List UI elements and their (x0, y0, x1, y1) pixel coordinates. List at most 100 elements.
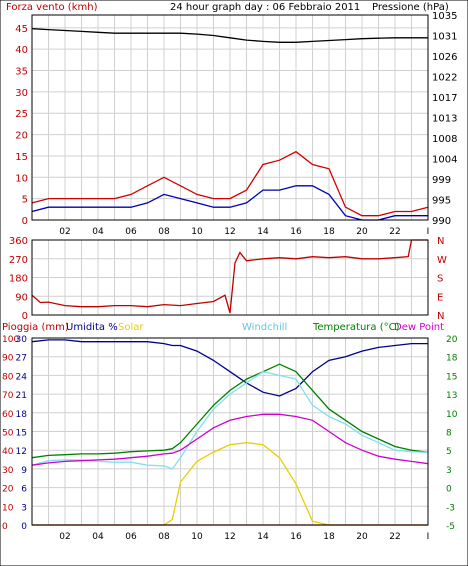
temp-tick--5: -5 (446, 522, 455, 532)
rain-tick-30: 30 (2, 466, 14, 476)
hum-tick-50: 15 (16, 429, 27, 439)
pressure-tick-1026: 1026 (432, 52, 457, 63)
rain-tick-90: 90 (2, 354, 14, 364)
x-tick-top-12: 12 (224, 227, 235, 237)
x-tick-bottom-20: 20 (356, 532, 368, 542)
pressure-axis-title: Pressione (hPa) (372, 2, 449, 13)
x-tick-bottom-16: 16 (290, 532, 302, 542)
x-tick-top-14: 14 (257, 227, 269, 237)
x-tick-bottom-12: 12 (224, 532, 235, 542)
temp-tick-20: 20 (446, 335, 458, 345)
pressure-tick-1013: 1013 (432, 114, 457, 125)
rain-tick-100: 100 (2, 335, 19, 345)
hum-tick-30: 9 (21, 466, 27, 476)
rain-tick-70: 70 (2, 391, 14, 401)
pressure-tick-1031: 1031 (432, 32, 457, 43)
hum-tick-20: 6 (21, 485, 27, 495)
rain-tick-0: 0 (2, 522, 8, 532)
hum-tick-70: 21 (16, 391, 27, 401)
compass-tick-2: S (437, 274, 443, 285)
dewpoint-label: Dew Point (394, 322, 444, 333)
dir-tick-0: 0 (22, 311, 28, 322)
hum-tick-0: 0 (21, 522, 27, 532)
series-gust (31, 150, 429, 217)
temp-tick-0: 0 (446, 485, 452, 495)
wind-tick-45: 45 (15, 24, 28, 35)
wind-tick-40: 40 (15, 45, 28, 56)
series-temperature (31, 363, 429, 459)
temp-tick-8: 8 (446, 429, 452, 439)
temp-tick-15: 15 (446, 372, 457, 382)
pressure-tick-1017: 1017 (432, 93, 457, 104)
pressure-tick-999: 999 (432, 175, 451, 186)
hum-tick-100: 30 (16, 335, 28, 345)
rain-tick-40: 40 (2, 447, 14, 457)
x-tick-bottom-18: 18 (323, 532, 335, 542)
direction-panel (31, 239, 429, 316)
wind-tick-35: 35 (15, 67, 28, 78)
x-tick-bottom-14: 14 (257, 532, 269, 542)
series-pressure (31, 28, 428, 43)
compass-tick-1: W (437, 255, 447, 266)
x-tick-bottom-06: 06 (125, 532, 137, 542)
temp-tick--3: -3 (446, 503, 455, 513)
x-tick-top-02: 02 (59, 227, 70, 237)
x-tick-top-10: 10 (191, 227, 203, 237)
x-tick-bottom-22: 22 (389, 532, 400, 542)
temp-tick-3: 3 (446, 466, 452, 476)
hum-tick-10: 3 (21, 503, 27, 513)
pressure-tick-1008: 1008 (432, 134, 457, 145)
x-tick-top-18: 18 (323, 227, 335, 237)
windchill-label: Windchill (242, 322, 287, 333)
x-tick-bottom-02: 02 (59, 532, 70, 542)
compass-tick-3: E (437, 292, 443, 303)
series-windchill (31, 371, 429, 470)
series-dewpoint (31, 413, 429, 466)
wind-tick-10: 10 (15, 173, 28, 184)
temperature-label: Temperatura (°C) (312, 322, 400, 333)
rain-tick-50: 50 (2, 429, 14, 439)
x-tick-bottom-I: I (427, 532, 430, 542)
x-tick-top-04: 04 (92, 227, 104, 237)
dir-tick-180: 180 (9, 274, 28, 285)
humidity-label: Umidita % (66, 322, 118, 333)
series-direction (31, 239, 428, 314)
temp-tick-10: 10 (446, 410, 458, 420)
wind-pressure-panel (31, 14, 429, 221)
hum-tick-40: 12 (16, 447, 27, 457)
x-tick-top-08: 08 (158, 227, 170, 237)
dir-tick-90: 90 (15, 292, 28, 303)
solar-label: Solar (118, 322, 144, 333)
wind-tick-0: 0 (22, 216, 28, 227)
x-tick-top-20: 20 (356, 227, 368, 237)
climate-panel (31, 337, 429, 526)
x-tick-top-I: I (427, 227, 430, 237)
hum-tick-60: 18 (16, 410, 28, 420)
wind-tick-25: 25 (15, 109, 28, 120)
pressure-tick-990: 990 (432, 216, 451, 227)
rain-tick-20: 20 (2, 485, 14, 495)
dir-tick-270: 270 (9, 255, 28, 266)
pressure-tick-1004: 1004 (432, 155, 457, 166)
wind-tick-5: 5 (22, 195, 28, 206)
x-tick-bottom-08: 08 (158, 532, 170, 542)
x-tick-top-22: 22 (389, 227, 400, 237)
x-tick-top-16: 16 (290, 227, 302, 237)
rain-tick-80: 80 (2, 372, 14, 382)
temp-tick-5: 5 (446, 447, 452, 457)
graph-title: 24 hour graph day : 06 Febbraio 2011 (170, 2, 360, 13)
pressure-tick-1022: 1022 (432, 73, 457, 84)
wind-tick-30: 30 (15, 88, 28, 99)
rain-tick-10: 10 (2, 503, 14, 513)
x-tick-bottom-10: 10 (191, 532, 203, 542)
compass-tick-0: N (437, 236, 444, 247)
pressure-tick-995: 995 (432, 196, 451, 207)
rain-label: Pioggia (mm) (2, 322, 69, 333)
label-layer: 0202040406060808101012121414161618182020… (2, 11, 458, 542)
hum-tick-80: 24 (16, 372, 28, 382)
wind-tick-20: 20 (15, 131, 28, 142)
temp-tick-13: 13 (446, 391, 457, 401)
